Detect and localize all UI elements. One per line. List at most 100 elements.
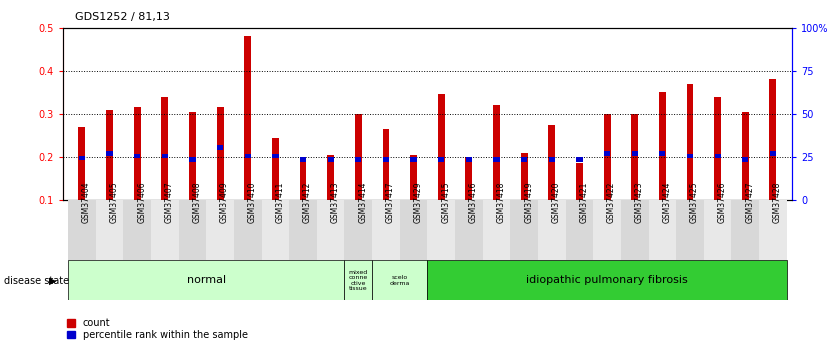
Text: GSM37420: GSM37420 <box>552 182 560 223</box>
Bar <box>438 95 445 243</box>
Text: GSM37407: GSM37407 <box>165 182 173 223</box>
Text: GSM37423: GSM37423 <box>635 182 644 223</box>
Bar <box>134 154 140 158</box>
Bar <box>344 200 372 260</box>
Text: GSM37413: GSM37413 <box>330 182 339 223</box>
Bar <box>631 151 638 156</box>
Bar <box>300 157 306 162</box>
Bar <box>123 200 151 260</box>
Bar <box>372 260 428 300</box>
Text: GSM37425: GSM37425 <box>690 182 699 223</box>
Text: GSM37408: GSM37408 <box>193 182 202 223</box>
Bar <box>686 84 694 243</box>
Text: GSM37414: GSM37414 <box>359 182 367 223</box>
Bar <box>731 200 759 260</box>
Bar <box>770 151 776 156</box>
Bar <box>631 114 638 243</box>
Text: GSM37417: GSM37417 <box>386 182 395 223</box>
Bar <box>189 112 196 243</box>
Bar <box>427 260 786 300</box>
Bar <box>107 151 113 156</box>
Bar <box>68 200 96 260</box>
Text: GSM37422: GSM37422 <box>607 182 616 223</box>
Text: GSM37412: GSM37412 <box>303 182 312 223</box>
Bar <box>383 157 389 162</box>
Bar <box>399 200 427 260</box>
Bar <box>234 200 262 260</box>
Bar <box>133 107 141 243</box>
Bar <box>520 152 528 243</box>
Bar <box>604 151 610 156</box>
Bar <box>289 200 317 260</box>
Bar <box>68 260 344 300</box>
Bar <box>465 157 472 243</box>
Bar <box>427 200 455 260</box>
Bar <box>659 151 666 156</box>
Bar <box>676 200 704 260</box>
Text: GSM37405: GSM37405 <box>109 182 118 223</box>
Legend: count, percentile rank within the sample: count, percentile rank within the sample <box>68 318 248 340</box>
Text: GSM37415: GSM37415 <box>441 182 450 223</box>
Text: ▶: ▶ <box>49 276 57 286</box>
Bar <box>576 157 583 162</box>
Bar <box>217 145 224 150</box>
Bar <box>715 154 721 158</box>
Bar <box>410 157 417 162</box>
Bar <box>272 154 279 158</box>
Bar <box>78 156 85 160</box>
Bar <box>483 200 510 260</box>
Bar <box>328 157 334 162</box>
Bar <box>355 157 361 162</box>
Bar <box>151 200 178 260</box>
Bar <box>189 157 196 162</box>
Bar <box>742 112 749 243</box>
Bar <box>383 129 389 243</box>
Bar <box>217 107 224 243</box>
Text: GDS1252 / 81,13: GDS1252 / 81,13 <box>75 12 170 22</box>
Text: GSM37419: GSM37419 <box>525 182 533 223</box>
Bar <box>494 157 500 162</box>
Bar <box>621 200 649 260</box>
Bar <box>593 200 621 260</box>
Bar <box>106 110 113 243</box>
Bar <box>344 260 372 300</box>
Text: GSM37406: GSM37406 <box>137 182 146 223</box>
Bar <box>455 200 483 260</box>
Bar <box>659 92 666 243</box>
Text: GSM37428: GSM37428 <box>773 182 782 223</box>
Bar <box>742 157 748 162</box>
Text: GSM37411: GSM37411 <box>275 182 284 223</box>
Bar <box>78 127 85 243</box>
Bar <box>206 200 234 260</box>
Bar <box>161 97 168 243</box>
Bar <box>687 154 693 158</box>
Text: idiopathic pulmonary fibrosis: idiopathic pulmonary fibrosis <box>526 275 688 285</box>
Text: mixed
conne
ctive
tissue: mixed conne ctive tissue <box>349 270 368 291</box>
Bar <box>714 97 721 243</box>
Bar <box>521 157 527 162</box>
Bar <box>549 157 555 162</box>
Bar <box>178 200 206 260</box>
Bar <box>327 155 334 243</box>
Text: GSM37421: GSM37421 <box>580 182 589 223</box>
Text: normal: normal <box>187 275 226 285</box>
Bar <box>438 157 445 162</box>
Bar <box>465 157 472 162</box>
Bar <box>549 125 555 243</box>
Bar <box>162 154 168 158</box>
Text: GSM37410: GSM37410 <box>248 182 257 223</box>
Text: GSM37416: GSM37416 <box>469 182 478 223</box>
Bar <box>704 200 731 260</box>
Bar <box>372 200 399 260</box>
Bar <box>272 138 279 243</box>
Bar <box>244 154 251 158</box>
Bar <box>354 114 362 243</box>
Text: scelo
derma: scelo derma <box>389 275 410 286</box>
Bar <box>604 114 610 243</box>
Text: GSM37424: GSM37424 <box>662 182 671 223</box>
Text: GSM37427: GSM37427 <box>746 182 754 223</box>
Bar <box>410 155 417 243</box>
Text: GSM37409: GSM37409 <box>220 182 229 223</box>
Bar <box>262 200 289 260</box>
Bar <box>770 79 776 243</box>
